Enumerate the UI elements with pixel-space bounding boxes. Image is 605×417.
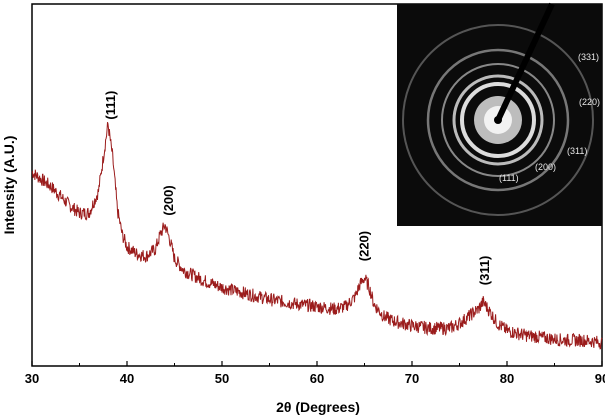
diffraction-rings: [402, 2, 594, 216]
peak-label: (311): [477, 256, 492, 286]
beam-stopper: [496, 2, 555, 120]
saed-label-200: (200): [535, 162, 556, 172]
xrd-line: [31, 122, 603, 350]
xrd-series: [31, 122, 603, 350]
ring-331: [402, 24, 594, 216]
x-tick-label: 30: [25, 371, 39, 386]
saed-label-331: (331): [578, 52, 599, 62]
peak-labels: (111) (200) (220) (311): [103, 91, 492, 286]
x-tick-label: 40: [120, 371, 134, 386]
x-tick-label: 80: [500, 371, 514, 386]
saed-inset: (331) (220) (311) (200) (111): [397, 2, 602, 226]
ring-111: [460, 82, 536, 158]
x-axis-title: 2θ (Degrees): [276, 399, 360, 415]
x-tick-label: 50: [215, 371, 229, 386]
saed-label-220: (220): [579, 97, 600, 107]
saed-label-311: (311): [567, 146, 587, 156]
y-axis-title: Intensity (A.U.): [1, 136, 17, 235]
peak-label: (111): [103, 91, 118, 120]
ring-200: [452, 74, 544, 166]
ring-311: [441, 63, 555, 177]
ring-220: [426, 48, 570, 192]
x-axis-ticks: 30 40 50 60 70 80 90: [25, 361, 605, 386]
peak-label: (200): [161, 185, 176, 215]
x-tick-label: 70: [405, 371, 419, 386]
peak-label: (220): [357, 231, 372, 261]
saed-label-111: (111): [499, 173, 519, 183]
x-tick-label: 60: [310, 371, 324, 386]
x-tick-label: 90: [595, 371, 605, 386]
